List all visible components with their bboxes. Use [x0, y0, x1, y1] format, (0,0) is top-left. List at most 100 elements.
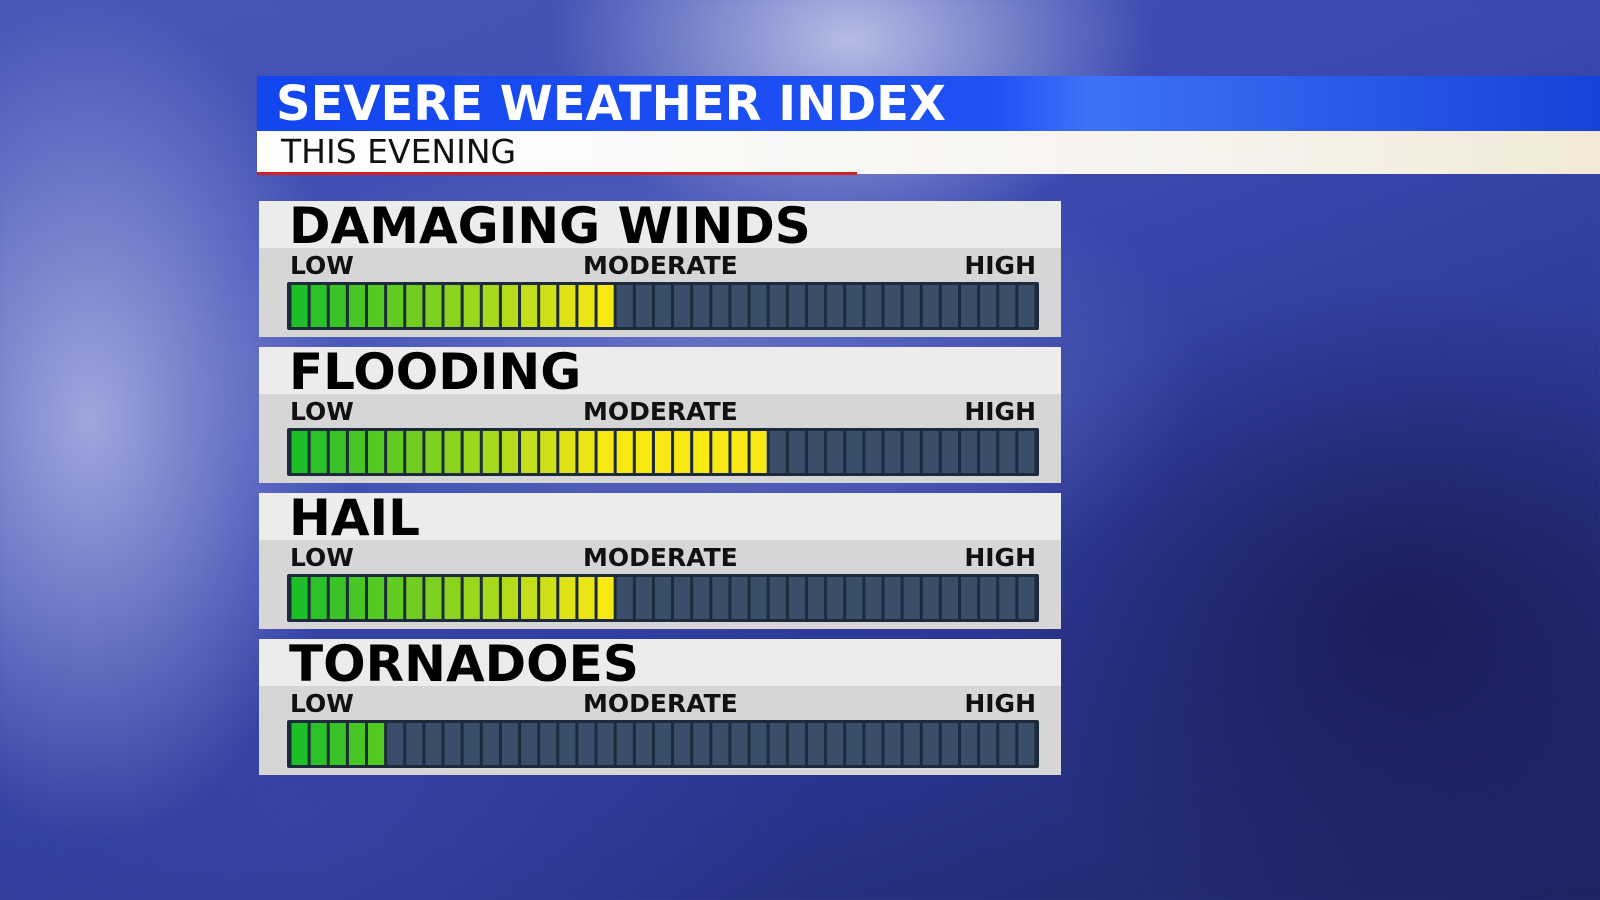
lit-segment — [444, 577, 461, 619]
unlit-segment — [501, 723, 519, 765]
unlit-segment — [788, 577, 805, 619]
lit-segment — [310, 431, 327, 473]
unlit-segment — [616, 723, 633, 765]
unlit-segment — [616, 577, 633, 619]
lit-segment — [329, 285, 346, 327]
lit-segment — [463, 577, 480, 619]
lit-segment — [329, 577, 346, 619]
unlit-segment — [980, 723, 997, 765]
lit-segment — [693, 431, 710, 473]
unlit-segment — [846, 285, 863, 327]
segment-track — [616, 577, 1035, 619]
lit-segment — [750, 431, 767, 473]
unlit-segment — [712, 285, 729, 327]
lit-segment — [578, 285, 595, 327]
lit-segment — [291, 723, 308, 765]
lit-segment — [348, 577, 366, 619]
lit-segment — [348, 285, 366, 327]
lit-segment — [329, 431, 346, 473]
gauge-label: TORNADOES — [289, 635, 639, 693]
lit-segment — [482, 431, 499, 473]
unlit-segment — [827, 577, 844, 619]
unlit-segment — [712, 577, 729, 619]
unlit-segment — [903, 577, 920, 619]
unlit-segment — [406, 723, 423, 765]
unlit-segment — [941, 723, 958, 765]
lit-segment — [559, 431, 576, 473]
unlit-segment — [903, 285, 920, 327]
level-fill — [291, 431, 767, 473]
unlit-segment — [980, 285, 997, 327]
lit-segment — [291, 577, 308, 619]
unlit-segment — [521, 723, 538, 765]
unlit-segment — [960, 577, 978, 619]
lit-segment — [406, 285, 423, 327]
unlit-segment — [674, 723, 691, 765]
lit-segment — [368, 577, 385, 619]
lit-segment — [616, 431, 633, 473]
unlit-segment — [578, 723, 595, 765]
lit-segment — [348, 431, 366, 473]
lit-segment — [521, 285, 538, 327]
scale-label: MODERATE — [583, 689, 738, 718]
unlit-segment — [827, 431, 844, 473]
lit-segment — [406, 431, 423, 473]
lit-segment — [310, 577, 327, 619]
unlit-segment — [769, 285, 786, 327]
lit-segment — [387, 577, 404, 619]
unlit-segment — [635, 285, 652, 327]
lit-segment — [559, 577, 576, 619]
unlit-segment — [693, 723, 710, 765]
unlit-segment — [846, 577, 863, 619]
unlit-segment — [750, 577, 767, 619]
unlit-segment — [769, 577, 786, 619]
scale-label: MODERATE — [583, 251, 738, 280]
unlit-segment — [865, 431, 882, 473]
lit-segment — [482, 577, 499, 619]
unlit-segment — [941, 431, 958, 473]
unlit-segment — [960, 431, 978, 473]
unlit-segment — [750, 285, 767, 327]
unlit-segment — [941, 577, 958, 619]
unlit-segment — [922, 285, 939, 327]
lit-segment — [597, 577, 614, 619]
unlit-segment — [999, 577, 1016, 619]
lit-segment — [559, 285, 576, 327]
unlit-segment — [999, 431, 1016, 473]
unlit-segment — [731, 723, 748, 765]
unlit-segment — [731, 285, 748, 327]
unlit-segment — [884, 431, 901, 473]
scale-label: HIGH — [964, 689, 1036, 718]
unlit-segment — [922, 431, 939, 473]
unlit-segment — [846, 723, 863, 765]
unlit-segment — [884, 285, 901, 327]
lit-segment — [444, 285, 461, 327]
lit-segment — [578, 431, 595, 473]
level-fill — [291, 285, 614, 327]
lit-segment — [540, 285, 557, 327]
lit-segment — [387, 431, 404, 473]
unlit-segment — [654, 577, 672, 619]
accent-line — [257, 172, 857, 175]
unlit-segment — [788, 723, 805, 765]
unlit-segment — [463, 723, 480, 765]
subtitle-bar — [257, 131, 1600, 174]
unlit-segment — [712, 723, 729, 765]
lit-segment — [425, 431, 442, 473]
segment-track — [769, 431, 1035, 473]
lit-segment — [310, 285, 327, 327]
unlit-segment — [616, 285, 633, 327]
lit-segment — [463, 285, 480, 327]
lit-segment — [635, 431, 652, 473]
unlit-segment — [846, 431, 863, 473]
lit-segment — [482, 285, 499, 327]
lit-segment — [291, 431, 308, 473]
segment-track — [387, 723, 1035, 765]
unlit-segment — [425, 723, 442, 765]
lit-segment — [540, 431, 557, 473]
